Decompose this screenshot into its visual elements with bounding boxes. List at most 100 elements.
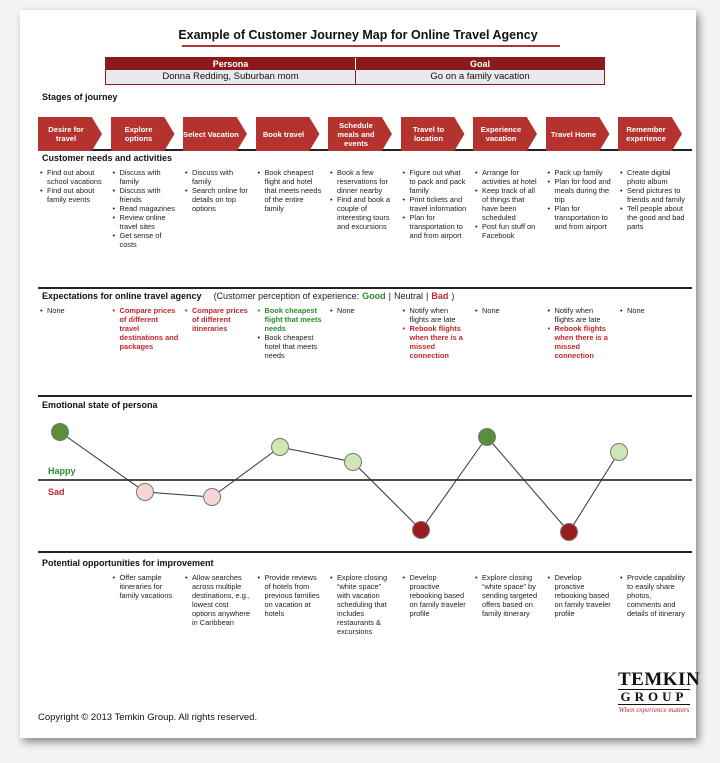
opportunity-column: Explore closing “white space” with vacat… [330,573,396,636]
needs-column: Find out about school vacationsFind out … [40,168,106,204]
persona-label: Persona [106,58,355,70]
expectation-column: None [330,306,396,315]
emotion-point [478,428,496,446]
expectation-column: Compare prices of different travel desti… [113,306,179,351]
expectation-item: Rebook flights when there is a missed co… [403,324,469,360]
expectation-column: Notify when flights are lateRebook fligh… [548,306,614,360]
emotion-line [59,431,620,533]
needs-item: Send pictures to friends and family [620,186,686,204]
stage-arrow: Remember experience [618,117,682,151]
opportunity-column: Develop proactive rebooking based on fam… [548,573,614,618]
emotion-point [203,488,221,506]
expectation-item: Notify when flights are late [403,306,469,324]
opportunity-column: Allow searches across multiple destinati… [185,573,251,627]
goal-label: Goal [355,58,604,70]
happy-label: Happy [48,466,76,476]
needs-column: Book cheapest flight and hotel that meet… [258,168,324,213]
stage-arrow: Explore options [110,117,175,151]
expectation-column: None [620,306,686,315]
expectation-column: Notify when flights are lateRebook fligh… [403,306,469,360]
expectations-title-text: Expectations for online travel agency [42,291,202,301]
legend-part: ) [451,291,455,301]
expectation-item: Rebook flights when there is a missed co… [548,324,614,360]
emotion-chart [38,423,692,541]
needs-column: Discuss with familyDiscuss with friendsR… [113,168,179,249]
stage-arrow: Select Vacation [183,117,247,151]
opportunity-item: Develop proactive rebooking based on fam… [548,573,614,618]
stage-arrow: Schedule meals and events [328,117,392,151]
legend-part: | [426,291,429,301]
needs-item: Print tickets and travel information [403,195,469,213]
opportunity-column: Provide reviews of hotels from previous … [258,573,324,618]
expectation-item: None [330,306,396,315]
opportunity-column: Provide capability to easily share photo… [620,573,686,618]
needs-item: Figure out what to pack and pack family [403,168,469,195]
opportunity-item: Offer sample itineraries for family vaca… [113,573,179,600]
legend-part: Neutral [393,291,423,301]
emotion-point [560,523,578,541]
needs-item: Find and book a couple of interesting to… [330,195,396,231]
needs-item: Read magazines [113,204,179,213]
needs-item: Keep track of all of things that have be… [475,186,541,222]
needs-item: Plan for food and meals during the trip [548,177,614,204]
expectation-item: None [620,306,686,315]
needs-item: Book a few reservations for dinner nearb… [330,168,396,195]
expectation-column: None [40,306,106,315]
expectation-item: Notify when flights are late [548,306,614,324]
legend-part: Good [362,291,386,301]
needs-item: Tell people about the good and bad parts [620,204,686,231]
emotion-point [51,423,69,441]
opportunity-item: Explore closing “white space” with vacat… [330,573,396,636]
opportunity-item: Allow searches across multiple destinati… [185,573,251,627]
opportunity-item: Provide capability to easily share photo… [620,573,686,618]
needs-item: Discuss with family [113,168,179,186]
needs-item: Post fun stuff on Facebook [475,222,541,240]
stage-arrow: Travel Home [545,117,610,151]
persona-goal-box: Persona Goal Donna Redding, Suburban mom… [105,57,605,85]
needs-item: Discuss with family [185,168,251,186]
stage-arrow: Experience vacation [473,117,537,151]
needs-column: Arrange for activities at hotelKeep trac… [475,168,541,240]
expectation-column: None [475,306,541,315]
opportunity-item: Provide reviews of hotels from previous … [258,573,324,618]
legend-part: (Customer perception of experience: [213,291,360,301]
legend-part: | [388,291,391,301]
document: Example of Customer Journey Map for Onli… [20,10,700,738]
divider [38,395,692,397]
needs-column: Figure out what to pack and pack familyP… [403,168,469,240]
expectation-item: Compare prices of different itineraries [185,306,251,333]
needs-item: Book cheapest flight and hotel that meet… [258,168,324,213]
expectation-column: Book cheapest flight that meets needsBoo… [258,306,324,360]
needs-item: Find out about school vacations [40,168,106,186]
logo-line2: GROUP [618,689,690,705]
persona-value: Donna Redding, Suburban mom [106,70,355,84]
logo: TEMKIN GROUP When experience matters [618,670,700,715]
needs-column: Create digital photo albumSend pictures … [620,168,686,231]
opportunities-title: Potential opportunities for improvement [42,558,214,568]
perception-legend: (Customer perception of experience: Good |… [214,291,458,301]
expectation-item: None [40,306,106,315]
expectation-item: Book cheapest hotel that meets needs [258,333,324,360]
emotion-point [344,453,362,471]
expectations-title: Expectations for online travel agency (Cu… [42,291,457,301]
needs-column: Pack up familyPlan for food and meals du… [548,168,614,231]
divider [38,287,692,289]
sad-label: Sad [48,487,65,497]
needs-item: Plan for transportation to and from airp… [548,204,614,231]
needs-column: Discuss with familySearch online for det… [185,168,251,213]
needs-item: Create digital photo album [620,168,686,186]
expectation-item: Book cheapest flight that meets needs [258,306,324,333]
needs-title: Customer needs and activities [42,153,173,163]
expectation-item: None [475,306,541,315]
logo-tagline: When experience matters [618,706,690,714]
emotion-title: Emotional state of persona [42,400,158,410]
goal-value: Go on a family vacation [355,70,604,84]
divider [38,551,692,553]
copyright: Copyright © 2013 Temkin Group. All right… [38,712,258,723]
needs-item: Find out about family events [40,186,106,204]
stages-title: Stages of journey [42,92,118,102]
opportunity-item: Explore closing “white space” by sending… [475,573,541,618]
emotion-point [412,521,430,539]
opportunity-column: Develop proactive rebooking based on fam… [403,573,469,618]
